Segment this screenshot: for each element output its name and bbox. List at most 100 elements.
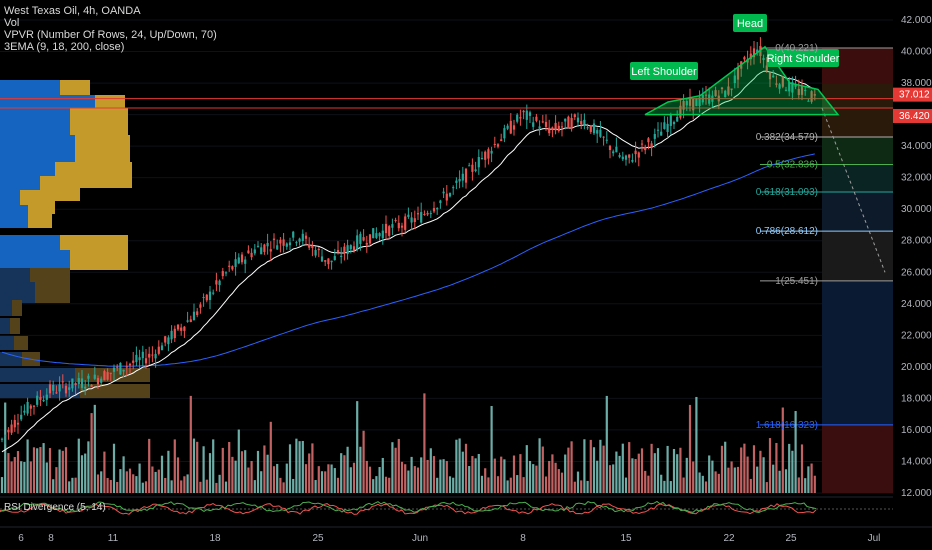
volume-bar-111 (356, 401, 359, 493)
candle-body-74 (237, 257, 240, 264)
volume-bar-216 (692, 461, 695, 493)
candle-body-169 (541, 121, 544, 123)
volume-bar-133 (426, 459, 429, 493)
volume-bar-145 (464, 443, 468, 493)
candle-body-119 (381, 230, 384, 239)
volume-bar-160 (512, 455, 516, 493)
candle-body-176 (564, 118, 567, 122)
legend-ema[interactable]: 3EMA (9, 18, 200, close) (4, 41, 125, 53)
volume-bar-173 (554, 462, 557, 493)
candle-body-110 (352, 246, 356, 251)
volume-bar-174 (557, 469, 560, 493)
candle-body-0 (0, 438, 4, 440)
candle-body-109 (349, 245, 352, 250)
price-tag-0: 37.012 (899, 90, 930, 101)
candle-body-205 (656, 129, 660, 131)
candle-body-55 (176, 324, 180, 330)
volume-bar-219 (701, 475, 704, 493)
candle-body-73 (234, 259, 237, 267)
volume-bar-63 (202, 446, 205, 493)
candle-body-212 (679, 105, 682, 118)
volume-bar-233 (746, 456, 749, 493)
candle-body-79 (253, 249, 256, 254)
candle-body-187 (599, 129, 602, 137)
volume-bar-27 (87, 441, 90, 493)
legend-vpvr[interactable]: VPVR (Number Of Rows, 24, Up/Down, 70) (4, 29, 217, 41)
candle-body-139 (445, 193, 448, 201)
volume-bar-222 (711, 460, 714, 493)
fib-zone-3 (822, 164, 893, 192)
volume-bar-181 (580, 480, 583, 493)
candle-body-6 (20, 414, 23, 420)
volume-bar-144 (461, 451, 464, 493)
volume-bar-31 (100, 471, 103, 493)
candle-body-167 (535, 116, 538, 121)
volume-bar-16 (52, 479, 55, 493)
volume-bar-147 (471, 456, 474, 493)
candle-body-193 (618, 155, 621, 157)
volume-bar-77 (247, 467, 250, 493)
volume-bar-87 (279, 477, 282, 493)
volume-bar-41 (132, 474, 135, 493)
volume-bar-43 (138, 463, 141, 493)
candle-body-242 (775, 83, 778, 85)
candle-body-27 (87, 375, 90, 379)
volume-bar-95 (304, 464, 308, 493)
candle-body-32 (103, 371, 106, 381)
candle-body-97 (311, 245, 314, 249)
chart-legend: West Texas Oil, 4h, OANDA Vol VPVR (Numb… (4, 5, 217, 53)
volume-bar-196 (628, 442, 631, 493)
volume-bar-46 (148, 438, 151, 493)
volume-bar-184 (589, 439, 592, 493)
legend-title[interactable]: West Texas Oil, 4h, OANDA (4, 5, 141, 17)
volume-bar-1 (4, 402, 7, 493)
volume-bar-25 (80, 455, 84, 493)
volume-bar-192 (615, 451, 618, 493)
candle-body-58 (186, 320, 189, 322)
volume-bar-26 (84, 453, 87, 493)
volume-bar-37 (119, 469, 122, 493)
candle-body-102 (327, 258, 330, 265)
candle-body-113 (362, 237, 365, 241)
volume-bar-193 (618, 455, 621, 493)
volume-bar-165 (528, 460, 532, 493)
volume-bar-94 (301, 440, 304, 493)
vpvr-buy-13 (0, 282, 35, 303)
volume-bar-163 (522, 477, 525, 493)
volume-bar-20 (64, 447, 68, 493)
volume-bar-112 (359, 446, 362, 493)
candle-body-220 (704, 94, 708, 96)
ema-200-line (1, 153, 815, 367)
candle-body-203 (650, 143, 653, 148)
candle-body-120 (384, 223, 388, 234)
candle-body-199 (637, 152, 640, 158)
y-tick-6: 30.000 (901, 204, 932, 215)
volume-bar-17 (55, 467, 58, 493)
candle-body-53 (170, 330, 173, 340)
volume-bar-76 (244, 450, 247, 493)
candle-body-101 (324, 260, 327, 262)
candle-body-196 (628, 154, 631, 158)
candle-body-60 (192, 311, 196, 321)
candle-body-98 (314, 250, 317, 256)
volume-bar-9 (29, 461, 32, 493)
volume-bar-84 (269, 421, 272, 493)
volume-bar-135 (432, 456, 436, 493)
volume-bar-70 (224, 481, 228, 493)
candle-body-234 (749, 53, 752, 60)
volume-bar-195 (624, 477, 628, 493)
candle-body-84 (269, 249, 272, 252)
volume-bar-60 (192, 438, 196, 493)
volume-bar-159 (509, 477, 512, 493)
candle-body-129 (413, 218, 416, 223)
volume-bar-202 (647, 475, 650, 493)
candle-body-40 (128, 363, 132, 366)
y-tick-11: 20.000 (901, 362, 932, 373)
legend-vol[interactable]: Vol (4, 17, 20, 29)
volume-bar-44 (141, 482, 144, 493)
volume-bar-58 (186, 474, 189, 493)
rsi-legend[interactable]: RSI Divergence (5, 14) (4, 502, 106, 513)
candle-body-95 (304, 235, 308, 239)
candle-body-13 (42, 399, 45, 402)
